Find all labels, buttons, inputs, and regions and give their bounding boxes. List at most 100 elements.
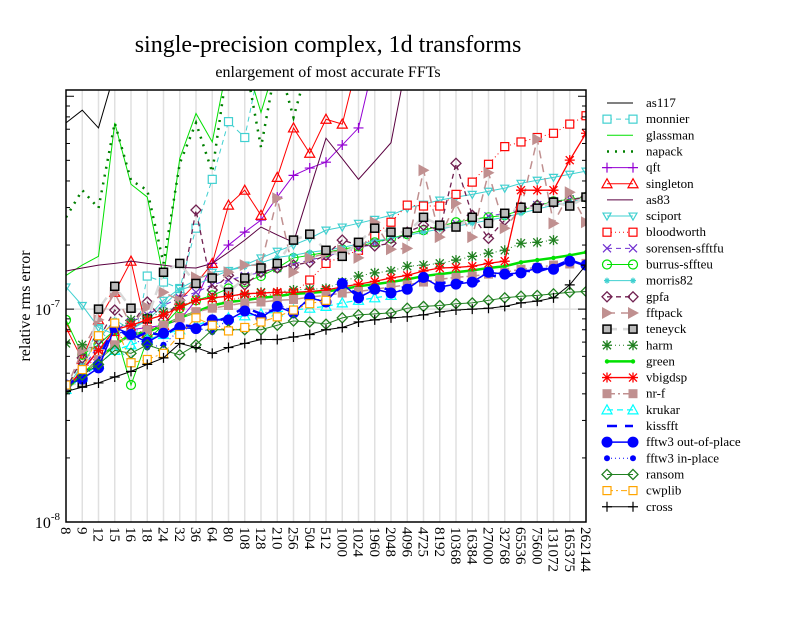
legend-label: ransom — [646, 466, 684, 481]
x-tick-label: 18 — [138, 527, 154, 542]
x-tick-label: 256 — [285, 527, 301, 550]
legend-marker — [628, 306, 639, 319]
legend-marker — [627, 436, 639, 448]
data-point — [126, 314, 136, 325]
legend-marker — [628, 340, 638, 351]
legend-marker — [602, 162, 612, 173]
data-point — [467, 190, 478, 200]
x-tick-label: 65536 — [512, 527, 528, 565]
legend-marker — [602, 324, 612, 334]
data-point — [77, 339, 88, 350]
legend-label: cwplib — [646, 483, 681, 498]
data-point — [240, 132, 250, 143]
data-point — [191, 342, 201, 353]
legend-item-nr-f: nr-f — [602, 386, 666, 401]
data-point — [483, 166, 495, 179]
data-point — [418, 309, 429, 320]
data-point — [271, 171, 284, 182]
data-point — [420, 275, 427, 282]
x-tick-label: 75600 — [528, 527, 544, 565]
data-point — [518, 260, 524, 265]
legend-marker — [602, 389, 612, 399]
data-point — [548, 128, 559, 138]
data-point — [418, 201, 429, 211]
data-point — [238, 183, 251, 195]
data-point — [564, 155, 575, 166]
x-tick-label: 128 — [252, 527, 268, 550]
data-point — [77, 382, 88, 393]
data-point — [158, 296, 169, 306]
data-point — [499, 245, 510, 256]
legend-item-cwplib: cwplib — [602, 483, 681, 498]
x-tick-label: 1000 — [333, 527, 349, 557]
data-point — [337, 223, 348, 233]
data-point — [290, 252, 297, 259]
data-point — [207, 273, 217, 283]
data-point — [402, 200, 412, 210]
legend-label: burrus-sffteu — [646, 257, 713, 272]
data-point — [467, 251, 478, 262]
data-point — [451, 255, 461, 266]
data-point — [370, 223, 380, 233]
data-point — [386, 266, 396, 277]
data-point — [499, 222, 511, 235]
y-ticks: 10-710-8 — [35, 95, 586, 532]
data-point — [402, 311, 413, 322]
data-point — [337, 251, 347, 262]
data-point — [77, 301, 88, 311]
data-point — [222, 198, 235, 210]
data-point — [239, 338, 250, 349]
x-tick-label: 10368 — [447, 527, 463, 565]
data-point — [223, 240, 234, 251]
legend-label: krukar — [646, 402, 681, 417]
legend-marker — [626, 177, 640, 189]
series-vbigdsp — [66, 128, 586, 395]
legend-item-bloodworth: bloodworth — [602, 224, 706, 239]
legend-label: as83 — [646, 192, 670, 207]
data-point — [467, 261, 478, 272]
x-tick-label: 8 — [57, 527, 73, 535]
data-point — [319, 112, 333, 124]
legend-item-sciport: sciport — [601, 208, 682, 223]
data-point — [404, 285, 411, 292]
data-point — [92, 358, 105, 371]
data-point — [483, 248, 494, 259]
legend-marker — [627, 212, 639, 222]
legend-label: as117 — [646, 95, 676, 110]
data-point — [108, 344, 121, 355]
legend-item-kissfft: kissfft — [607, 418, 679, 433]
data-point — [141, 338, 154, 351]
data-point — [304, 251, 316, 264]
data-point — [274, 301, 281, 308]
legend-item-morris82: morris82 — [604, 273, 693, 288]
y-tick-label: 10-7 — [35, 298, 61, 319]
series-line-sorensen-sfftfu — [66, 196, 586, 390]
data-point — [66, 380, 71, 390]
x-tick-label: 262144 — [577, 527, 593, 573]
legend-label: qft — [646, 160, 661, 175]
data-point — [272, 312, 282, 322]
legend-item-teneyck: teneyck — [602, 321, 687, 336]
data-point — [467, 304, 478, 315]
data-point — [434, 263, 445, 274]
x-tick-label: 131072 — [545, 527, 561, 572]
legend-label: nr-f — [646, 386, 666, 401]
data-point — [482, 232, 495, 245]
data-point — [141, 336, 153, 348]
x-tick-label: 4725 — [415, 527, 431, 557]
data-point — [499, 301, 510, 312]
legend-label: vbigdsp — [646, 370, 687, 385]
data-point — [386, 312, 396, 323]
data-point — [336, 296, 349, 308]
data-point — [93, 377, 104, 388]
series-as83 — [66, 90, 402, 272]
legend-marker — [628, 227, 638, 237]
data-point — [289, 294, 298, 304]
x-ticks: 8 9 12 15 16 18 24 32 36 64 80 108 128 210 256 504 512 10… — [57, 527, 593, 573]
legend-label: glassman — [646, 127, 695, 142]
legend-marker — [602, 243, 612, 253]
data-point — [191, 278, 201, 289]
legend-marker — [601, 212, 613, 222]
legend-marker — [628, 372, 638, 383]
data-point — [581, 216, 586, 229]
